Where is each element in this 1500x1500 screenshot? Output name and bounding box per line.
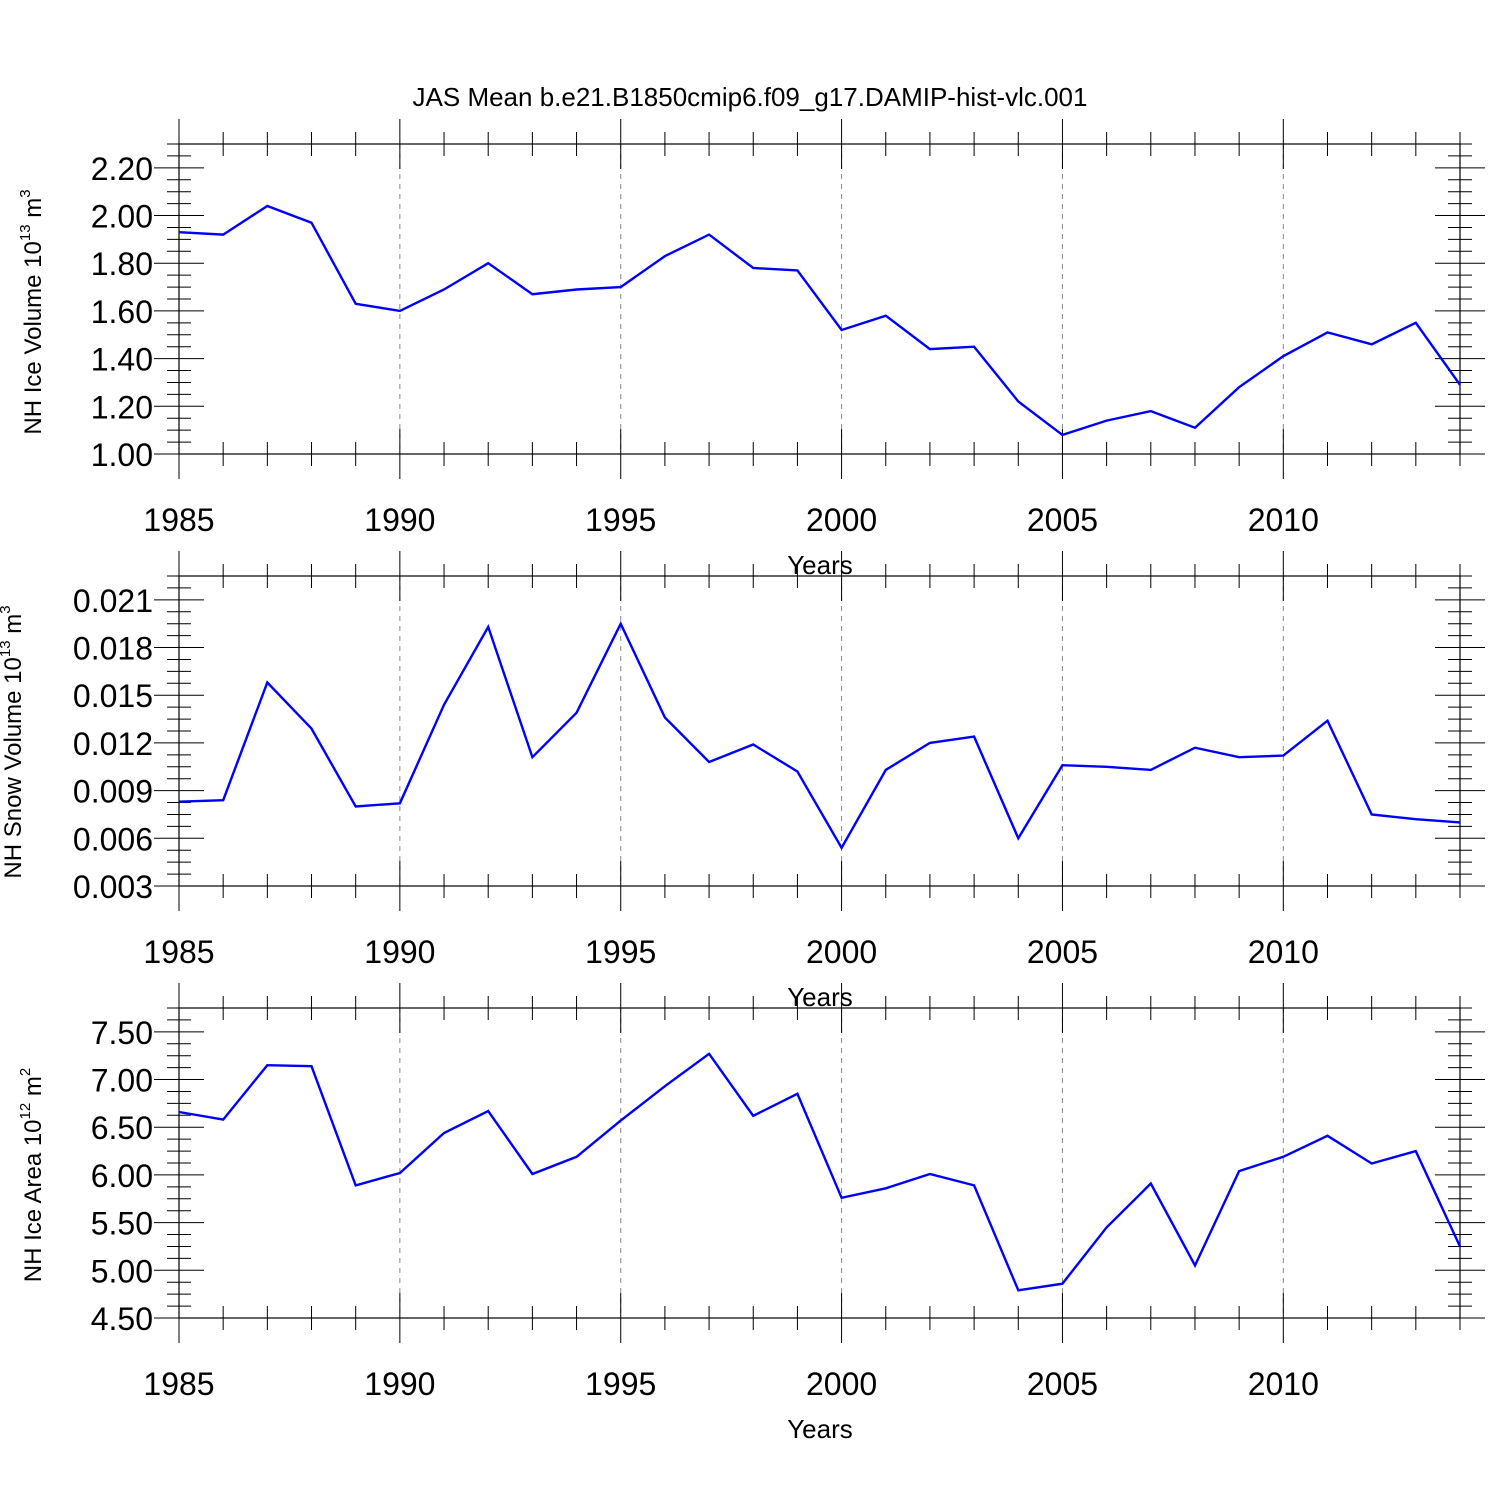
ice-area-y-tick-label: 6.50 <box>91 1110 153 1146</box>
ice-volume-y-tick-label: 2.20 <box>91 151 153 187</box>
snow-volume-x-tick-label: 2005 <box>1027 934 1098 970</box>
snow-volume-y-tick-label: 0.012 <box>73 726 153 762</box>
ice-volume-panel: NH Ice Volume 1013 m3 Years 1.001.201.40… <box>17 119 1485 580</box>
snow-volume-y-tick-label: 0.018 <box>73 631 153 667</box>
ice-area-x-tick-label: 1990 <box>364 1366 435 1402</box>
ice-volume-x-tick-label: 1985 <box>143 502 214 538</box>
ice-area-y-tick-label: 7.00 <box>91 1063 153 1099</box>
snow-volume-panel: NH Snow Volume 1013 m3 Years 0.0030.0060… <box>0 551 1485 1012</box>
ice-area-x-tick-label: 1995 <box>585 1366 656 1402</box>
ice-area-y-tick-label: 7.50 <box>91 1015 153 1051</box>
snow-volume-y-tick-label: 0.009 <box>73 774 153 810</box>
ice-volume-y-tick-label: 1.60 <box>91 294 153 330</box>
snow-volume-x-tick-label: 1995 <box>585 934 656 970</box>
ice-area-y-tick-label: 5.50 <box>91 1206 153 1242</box>
snow-volume-y-tick-label: 0.015 <box>73 678 153 714</box>
snow-volume-x-tick-label: 2010 <box>1248 934 1319 970</box>
ice-volume-plot-frame <box>178 143 1461 455</box>
ice-area-y-tick-label: 4.50 <box>91 1301 153 1337</box>
ice-area-series-line <box>178 1052 1462 1292</box>
ice-volume-y-tick-label: 1.40 <box>91 342 153 378</box>
snow-volume-series-line <box>178 620 1461 851</box>
ice-area-x-tick-label: 2000 <box>806 1366 877 1402</box>
snow-volume-y-tick-label: 0.003 <box>73 869 153 905</box>
ice-volume-y-tick-label: 1.00 <box>91 437 153 473</box>
snow-volume-x-tick-label: 1990 <box>364 934 435 970</box>
ice-area-y-tick-label: 6.00 <box>91 1158 153 1194</box>
ice-volume-y-tick-label: 1.80 <box>91 246 153 282</box>
ice-volume-x-tick-label: 2010 <box>1248 502 1319 538</box>
ice-volume-x-tick-label: 1990 <box>364 502 435 538</box>
chart-title: JAS Mean b.e21.B1850cmip6.f09_g17.DAMIP-… <box>413 82 1088 112</box>
snow-volume-y-tick-label: 0.006 <box>73 821 153 857</box>
snow-volume-x-tick-label: 2000 <box>806 934 877 970</box>
ice-area-y-tick-label: 5.00 <box>91 1253 153 1289</box>
ice-volume-x-tick-label: 2000 <box>806 502 877 538</box>
snow-volume-x-tick-label: 1985 <box>143 934 214 970</box>
ice-area-x-tick-label: 2010 <box>1248 1366 1319 1402</box>
ice-area-x-tick-label: 2005 <box>1027 1366 1098 1402</box>
ice-volume-y-tick-label: 2.00 <box>91 199 153 235</box>
ice-volume-x-tick-label: 1995 <box>585 502 656 538</box>
ice-area-x-axis-label: Years <box>787 1414 853 1444</box>
snow-volume-plot-frame <box>178 575 1461 887</box>
ice-area-plot-frame <box>178 1007 1461 1319</box>
snow-volume-y-axis-label: NH Snow Volume 1013 m3 <box>0 605 27 878</box>
ice-area-x-tick-label: 1985 <box>143 1366 214 1402</box>
snow-volume-y-tick-label: 0.021 <box>73 583 153 619</box>
ice-area-panel: NH Ice Area 1012 m2 Years 4.50 5.00 5.50 6.… <box>17 983 1485 1444</box>
ice-volume-y-axis-label: NH Ice Volume 1013 m3 <box>17 189 47 434</box>
ice-volume-series-line <box>178 204 1461 437</box>
ice-volume-y-tick-label: 1.20 <box>91 389 153 425</box>
ice-volume-x-tick-label: 2005 <box>1027 502 1098 538</box>
ice-area-y-axis-label: NH Ice Area 1012 m2 <box>17 1068 47 1282</box>
